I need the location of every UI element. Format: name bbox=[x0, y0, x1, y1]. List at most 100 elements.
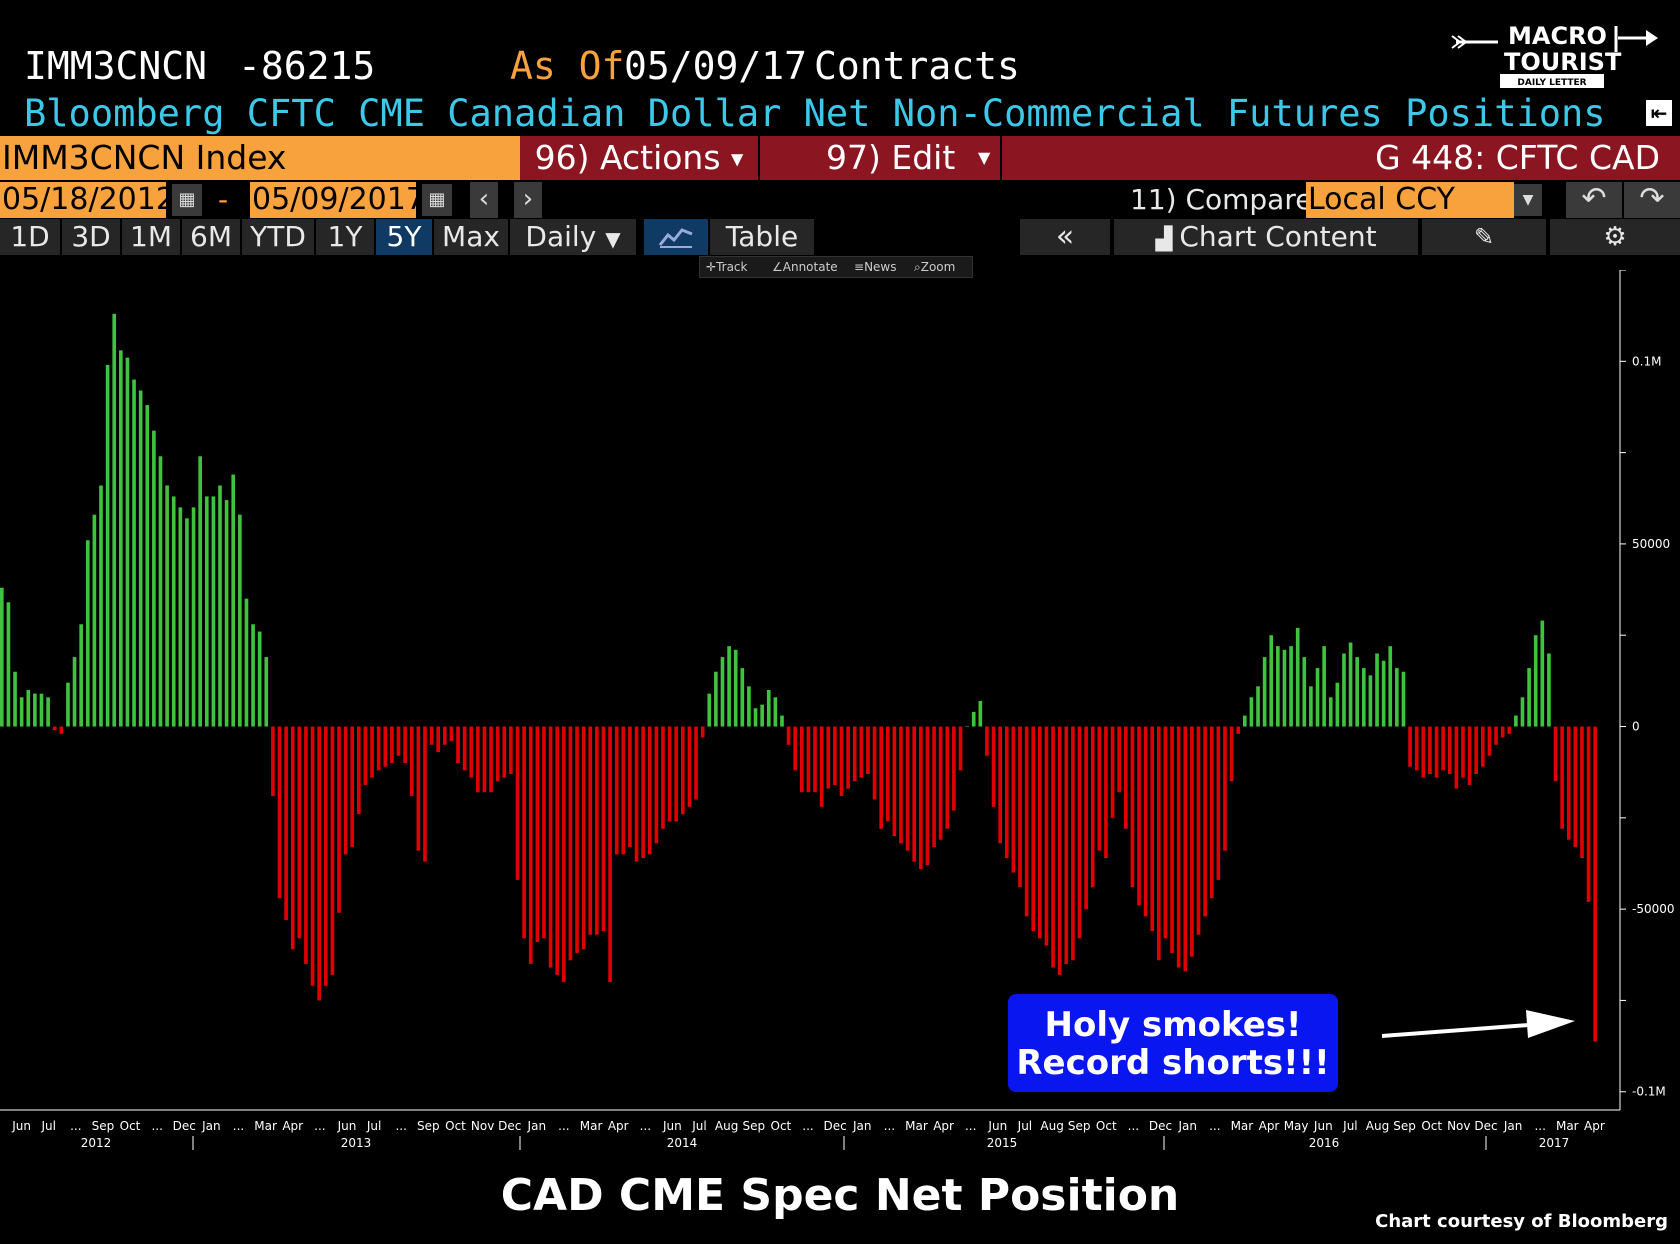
gear-icon[interactable]: ⚙ bbox=[1550, 219, 1680, 255]
range-1m[interactable]: 1M bbox=[122, 219, 180, 255]
security-field[interactable]: IMM3CNCN Index bbox=[0, 136, 520, 180]
x-tick-label: Mar bbox=[254, 1119, 277, 1133]
calendar-icon[interactable]: ▦ bbox=[172, 184, 202, 216]
x-tick-label: ... bbox=[1128, 1119, 1139, 1133]
bar bbox=[502, 726, 507, 778]
actions-button[interactable]: 96) Actions ▼ bbox=[520, 136, 758, 180]
bar bbox=[1302, 657, 1307, 727]
chevron-down-icon: ▼ bbox=[978, 148, 991, 167]
bar bbox=[833, 726, 837, 785]
y-tick-label: 0.1M bbox=[1632, 354, 1661, 368]
edit-button[interactable]: 97) Edit ▼ bbox=[760, 136, 1000, 180]
bar bbox=[1467, 726, 1472, 785]
chevron-down-icon: ▼ bbox=[731, 149, 744, 169]
bar bbox=[1560, 726, 1564, 829]
range-1d[interactable]: 1D bbox=[0, 219, 60, 255]
bar bbox=[1408, 726, 1412, 767]
bar bbox=[680, 726, 685, 815]
bar bbox=[310, 726, 315, 986]
range-max[interactable]: Max bbox=[434, 219, 508, 255]
bar bbox=[1183, 726, 1188, 972]
next-period-button[interactable]: › bbox=[514, 182, 542, 218]
last-value: -86215 bbox=[238, 44, 376, 88]
bar bbox=[621, 726, 626, 855]
bar bbox=[555, 726, 560, 975]
annotate-tool[interactable]: ∠ Annotate bbox=[772, 257, 838, 277]
bar bbox=[998, 726, 1002, 844]
bar bbox=[561, 726, 566, 983]
bar bbox=[1335, 682, 1340, 727]
compare-button[interactable]: 11) Compare bbox=[1130, 183, 1313, 216]
end-date-input[interactable]: 05/09/2017 bbox=[250, 182, 425, 218]
bar bbox=[694, 726, 698, 800]
year-label: 2016 bbox=[1309, 1136, 1340, 1150]
x-tick-label: May bbox=[1284, 1119, 1309, 1133]
bar bbox=[1375, 653, 1379, 727]
bar bbox=[0, 587, 4, 727]
chart-tools: ✛ Track ∠ Annotate ≡ News ⌕ Zoom bbox=[699, 256, 973, 278]
previous-period-button[interactable]: ‹ bbox=[470, 182, 498, 218]
x-tick-label: ... bbox=[70, 1119, 81, 1133]
undo-icon[interactable]: ↶ bbox=[1566, 182, 1622, 218]
bar bbox=[1176, 726, 1181, 968]
bar bbox=[211, 496, 216, 727]
start-date-input[interactable]: 05/18/2012 bbox=[0, 182, 175, 218]
bar bbox=[317, 726, 321, 1001]
bar bbox=[1249, 697, 1254, 727]
collapse-icon[interactable]: « bbox=[1020, 219, 1110, 255]
bar bbox=[1110, 726, 1115, 818]
logo-text-macro: MACRO bbox=[1508, 22, 1607, 50]
redo-icon[interactable]: ↷ bbox=[1624, 182, 1680, 218]
chart-content-button[interactable]: ▟ Chart Content bbox=[1114, 219, 1418, 255]
edit-chart-icon[interactable]: ✎ bbox=[1422, 219, 1546, 255]
bar bbox=[1077, 726, 1082, 939]
bar bbox=[1355, 657, 1360, 727]
chevron-down-icon[interactable]: ▼ bbox=[1514, 184, 1542, 216]
bar bbox=[707, 693, 712, 727]
x-tick-label: Oct bbox=[771, 1119, 792, 1133]
table-button[interactable]: Table bbox=[710, 219, 814, 255]
track-tool[interactable]: ✛ Track bbox=[706, 257, 747, 277]
bar bbox=[872, 726, 877, 800]
news-tool[interactable]: ≡ News bbox=[854, 257, 897, 277]
range-ytd[interactable]: YTD bbox=[242, 219, 314, 255]
expand-icon[interactable]: ⇤ bbox=[1646, 100, 1672, 126]
bar bbox=[218, 485, 222, 727]
bar bbox=[1130, 726, 1135, 888]
bar bbox=[152, 430, 156, 727]
x-tick-label: Oct bbox=[120, 1119, 141, 1133]
bar bbox=[403, 726, 407, 764]
bar bbox=[231, 474, 236, 727]
zoom-tool[interactable]: ⌕ Zoom bbox=[914, 257, 955, 277]
bar bbox=[456, 726, 460, 764]
bar bbox=[780, 715, 784, 727]
bar bbox=[971, 711, 976, 727]
line-chart-icon[interactable] bbox=[644, 219, 708, 255]
bar bbox=[112, 313, 117, 727]
bar bbox=[879, 726, 883, 829]
bar bbox=[667, 726, 672, 822]
range-1y[interactable]: 1Y bbox=[316, 219, 374, 255]
calendar-icon[interactable]: ▦ bbox=[422, 184, 452, 216]
bar bbox=[1401, 671, 1406, 727]
x-tick-label: Oct bbox=[1096, 1119, 1117, 1133]
range-5y[interactable]: 5Y bbox=[376, 219, 432, 255]
x-tick-label: Apr bbox=[282, 1119, 303, 1133]
y-tick-label: -0.1M bbox=[1632, 1085, 1666, 1099]
range-6m[interactable]: 6M bbox=[182, 219, 240, 255]
x-tick-label: Oct bbox=[1421, 1119, 1442, 1133]
x-tick-label: Dec bbox=[498, 1119, 521, 1133]
bar bbox=[1361, 668, 1366, 727]
bar bbox=[1064, 726, 1069, 964]
x-tick-label: ... bbox=[1534, 1119, 1545, 1133]
as-of-date: 05/09/17 bbox=[624, 44, 808, 88]
bar bbox=[1209, 726, 1214, 899]
chart-content-label: Chart Content bbox=[1179, 220, 1377, 253]
frequency-select[interactable]: Daily ▼ bbox=[510, 219, 636, 255]
currency-select[interactable]: Local CCY bbox=[1306, 182, 1514, 218]
range-3d[interactable]: 3D bbox=[62, 219, 120, 255]
x-tick-label: Jan bbox=[527, 1119, 547, 1133]
bar bbox=[509, 726, 513, 774]
bar bbox=[1163, 726, 1168, 939]
bar bbox=[892, 726, 897, 837]
